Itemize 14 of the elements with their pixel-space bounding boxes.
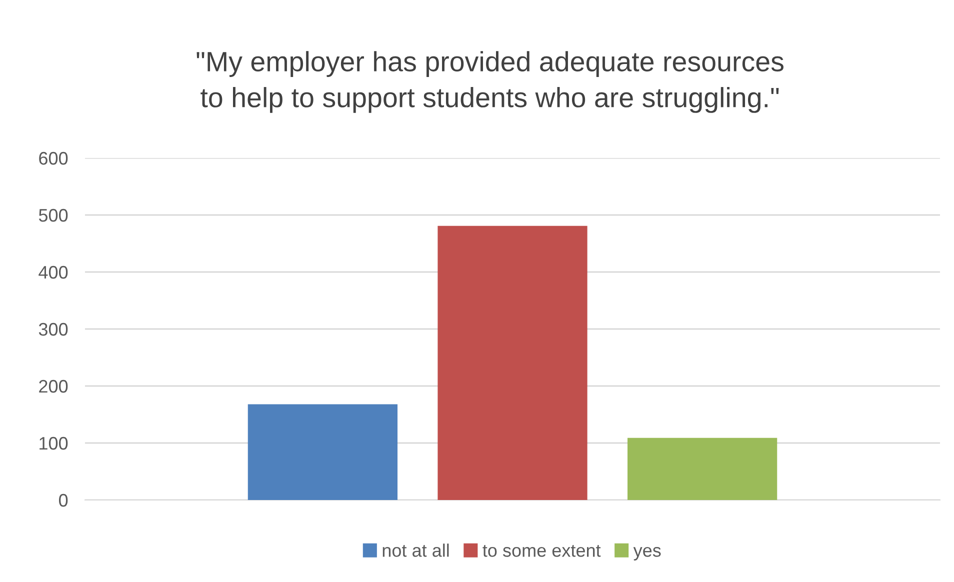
legend-label: yes [633, 546, 661, 560]
y-tick-label: 200 [39, 380, 68, 393]
y-tick-label: 100 [40, 436, 68, 450]
y-tick-label: 400 [38, 266, 68, 279]
chart-title: "My employer has provided adequate resources to help to support students who are struggling." [196, 51, 784, 113]
legend-label: to some extent [482, 545, 601, 557]
y-tick-label: 600 [39, 152, 68, 165]
y-tick-label: 300 [38, 322, 68, 336]
bar [438, 226, 588, 500]
bar [627, 438, 778, 500]
legend-label: not at all [382, 544, 449, 557]
y-tick-label: 0 [59, 494, 68, 507]
y-tick-label: 500 [38, 208, 68, 222]
bar [248, 404, 398, 500]
